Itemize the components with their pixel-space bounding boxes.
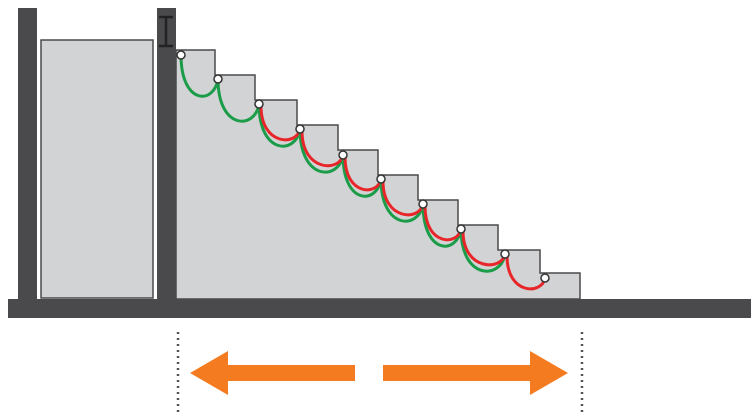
- red-arc: [505, 255, 547, 291]
- arrow-right: [383, 351, 568, 395]
- red-arc: [381, 180, 425, 217]
- red-arc: [461, 230, 507, 267]
- red-arc: [300, 130, 345, 168]
- node: [338, 150, 348, 160]
- red-arc: [343, 156, 383, 192]
- node: [376, 174, 386, 184]
- node: [176, 50, 186, 60]
- arrow-left: [190, 351, 355, 395]
- red-arc: [259, 105, 302, 142]
- node: [213, 74, 223, 84]
- green-arc: [216, 78, 261, 123]
- center-post: [157, 8, 176, 302]
- text-cursor-icon: [159, 15, 173, 48]
- node: [500, 249, 510, 259]
- node: [456, 224, 466, 234]
- left-post: [18, 8, 37, 302]
- node: [295, 124, 305, 134]
- node: [418, 199, 428, 209]
- arcs: [179, 54, 547, 291]
- green-arc: [179, 54, 220, 98]
- staircase: [175, 49, 581, 300]
- nodes: [176, 50, 550, 283]
- node: [540, 273, 550, 283]
- node: [254, 99, 264, 109]
- panel: [40, 39, 154, 299]
- red-arc: [423, 205, 463, 242]
- floor: [8, 299, 751, 318]
